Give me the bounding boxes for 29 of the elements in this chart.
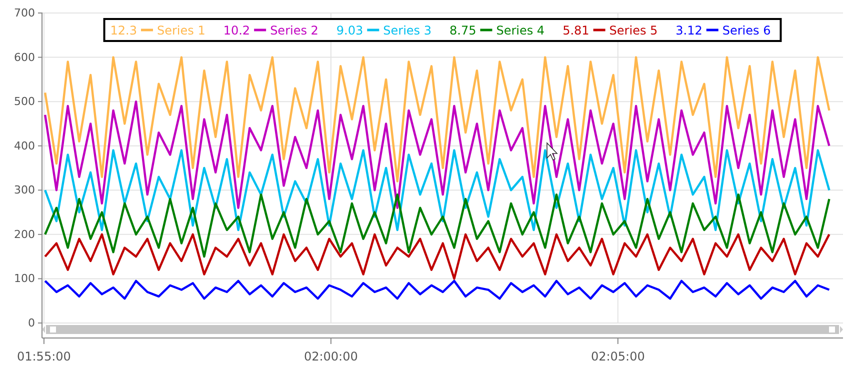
legend-label: Series 4	[496, 24, 545, 38]
line-series	[44, 193, 830, 258]
annotation: 5.81	[562, 24, 590, 38]
line-series	[44, 149, 830, 232]
line-series	[44, 56, 830, 182]
y-tick-label: 400	[14, 139, 35, 152]
line-series	[44, 280, 830, 300]
annotation: 12.3	[110, 24, 137, 38]
annotation: 3.12	[676, 24, 702, 38]
y-tick-label: 600	[14, 50, 35, 64]
line-series	[44, 100, 830, 209]
y-tick-label: 100	[14, 272, 35, 286]
legend-label: Series 3	[383, 24, 432, 38]
y-tick-label: 700	[14, 6, 35, 20]
y-tick-label: 500	[14, 95, 35, 108]
x-tick-label: 02:00:00	[304, 350, 358, 364]
legend-label: Series 2	[270, 24, 318, 38]
x-tick-label: 01:55:00	[17, 350, 71, 364]
legend-label: Series 6	[722, 24, 771, 38]
y-tick-label: 200	[14, 228, 35, 241]
line-series	[44, 233, 830, 280]
annotation: 10.2	[223, 24, 250, 38]
y-tick-label: 0	[28, 316, 35, 330]
annotation: 8.75	[450, 24, 476, 38]
legend-label: Series 1	[156, 24, 206, 38]
y-tick-label: 300	[14, 184, 35, 197]
annotation: 9.03	[336, 24, 364, 38]
x-tick-label: 02:05:00	[590, 350, 645, 364]
legend-label: Series 5	[609, 24, 658, 38]
